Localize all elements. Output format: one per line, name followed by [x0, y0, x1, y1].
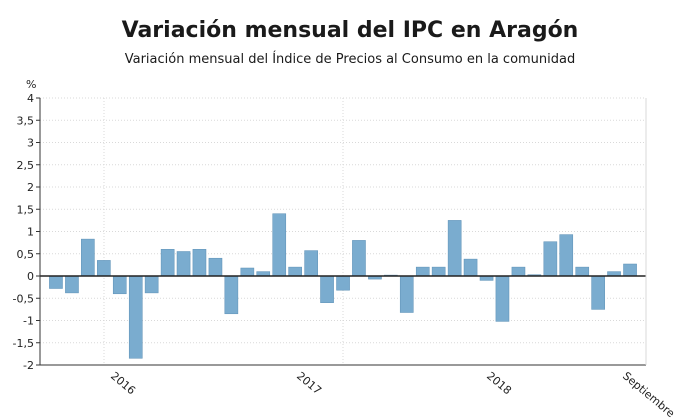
bar [97, 260, 111, 277]
y-tick-label: -1,5 [13, 337, 34, 350]
y-tick-label: 3 [27, 137, 34, 150]
bar [543, 241, 558, 277]
bar [495, 275, 510, 322]
bar [447, 220, 462, 277]
bar [399, 275, 414, 313]
bar [304, 250, 318, 277]
y-tick-label: -1 [23, 315, 34, 328]
y-tick-label: 3,5 [17, 114, 35, 127]
bars [49, 213, 637, 359]
y-tick-label: 0 [27, 270, 34, 283]
bar [511, 266, 526, 277]
bar [224, 275, 239, 315]
bar [559, 234, 574, 277]
bar [431, 266, 446, 277]
chart-title: Variación mensual del IPC en Aragón [121, 18, 579, 43]
bar [591, 275, 605, 310]
bar [415, 266, 430, 277]
y-tick-label: 1,5 [17, 203, 35, 216]
y-unit-label: % [26, 78, 36, 91]
bar [144, 275, 159, 294]
bar [352, 240, 366, 277]
bar [65, 275, 79, 294]
bar [463, 258, 478, 277]
bar [288, 266, 302, 277]
x-tick-label: 2016 [108, 369, 138, 397]
bar [192, 249, 207, 277]
bar [575, 266, 590, 277]
x-tick-label: 2018 [484, 369, 514, 397]
bar [176, 251, 191, 277]
y-tick-label: -2 [23, 359, 34, 372]
chart-subtitle: Variación mensual del Índice de Precios … [124, 52, 576, 67]
y-tick-label: 0,5 [17, 248, 35, 261]
bar [81, 238, 95, 277]
bar [272, 213, 287, 277]
y-tick-label: 2 [27, 181, 34, 194]
x-tick-label: Septiembre [620, 369, 677, 420]
bar [160, 249, 175, 277]
y-tick-label: -0,5 [13, 292, 34, 305]
bar [208, 257, 223, 277]
bar [240, 267, 255, 277]
x-tick-label: 2017 [294, 369, 324, 397]
y-tick-label: 4 [27, 92, 34, 105]
axes: -2 -1,5 -1 -0,5 0 0,5 1 1,5 2 2,5 3 3,5 4 2016 2017 201… [13, 92, 678, 420]
y-tick-label: 1 [27, 226, 34, 239]
bar [336, 275, 350, 291]
bar [112, 275, 127, 295]
y-tick-label: 2,5 [17, 159, 35, 172]
bar [128, 275, 143, 359]
bar [320, 275, 334, 303]
bar [49, 275, 63, 289]
bar [623, 263, 637, 277]
